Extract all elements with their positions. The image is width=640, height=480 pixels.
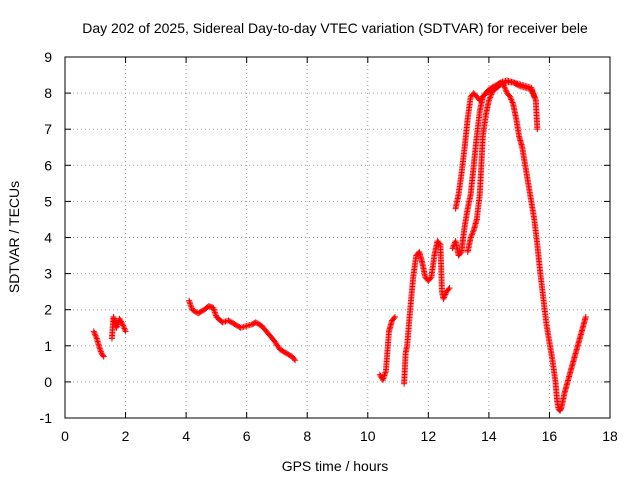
data-point-marker (121, 325, 128, 332)
data-point-marker (531, 93, 538, 100)
data-point-marker (501, 84, 508, 91)
data-point-marker (487, 92, 494, 99)
data-point-marker (468, 233, 475, 240)
data-point-marker (427, 275, 434, 282)
data-point-marker (292, 357, 299, 364)
data-point-marker (113, 324, 120, 331)
y-tick-label: 3 (44, 266, 52, 282)
x-tick-label: 2 (122, 428, 130, 444)
data-point-marker (530, 92, 537, 99)
data-point-marker (118, 319, 125, 326)
x-tick-label: 12 (421, 428, 437, 444)
y-tick-label: -1 (40, 410, 53, 426)
y-tick-label: 2 (44, 302, 52, 318)
data-point-marker (391, 315, 398, 322)
data-point-marker (441, 292, 448, 299)
data-point-marker (119, 321, 126, 328)
data-point-marker (529, 89, 536, 96)
data-point-marker (99, 352, 106, 359)
data-point-marker (507, 95, 514, 102)
data-point-marker (508, 98, 515, 105)
x-axis-label: GPS time / hours (282, 458, 389, 474)
y-axis-label: SDTVAR / TECUs (6, 181, 22, 293)
data-point-marker (502, 85, 509, 92)
y-tick-label: 9 (44, 49, 52, 65)
data-series (90, 77, 589, 414)
data-point-marker (90, 328, 97, 335)
x-tick-label: 14 (481, 428, 497, 444)
data-point-marker (100, 353, 107, 360)
x-tick-label: 0 (61, 428, 69, 444)
y-tick-label: 4 (44, 230, 52, 246)
data-point-marker (467, 234, 474, 241)
data-point-marker (442, 291, 449, 298)
data-point-marker (122, 328, 129, 335)
data-point-marker (291, 356, 298, 363)
data-point-marker (507, 93, 514, 100)
data-point-marker (558, 405, 565, 412)
data-point-marker (392, 313, 399, 320)
data-point-marker (121, 326, 128, 333)
data-point-marker (508, 96, 515, 103)
data-point-marker (502, 87, 509, 94)
data-point-marker (485, 97, 492, 104)
data-point-marker (496, 80, 503, 87)
data-point-marker (436, 240, 443, 247)
data-point-marker (186, 299, 193, 306)
data-point-marker (93, 334, 100, 341)
data-point-marker (514, 82, 521, 89)
data-point-marker (582, 313, 589, 320)
x-tick-label: 6 (243, 428, 251, 444)
data-point-marker (487, 94, 494, 101)
data-point-marker (187, 302, 194, 309)
data-point-marker (468, 231, 475, 238)
data-point-marker (120, 324, 127, 331)
data-point-marker (446, 285, 453, 292)
x-tick-label: 8 (303, 428, 311, 444)
data-point-marker (441, 294, 448, 301)
plot-frame (64, 56, 611, 419)
data-point-marker (509, 99, 516, 106)
data-point-marker (488, 91, 495, 98)
data-point-marker (457, 250, 464, 257)
x-tick-label: 10 (360, 428, 376, 444)
x-tick-label: 4 (182, 428, 190, 444)
data-point-marker (120, 322, 127, 329)
data-point-marker (528, 86, 535, 93)
x-tick-label: 16 (542, 428, 558, 444)
y-tick-label: 8 (44, 85, 52, 101)
data-point-marker (92, 332, 99, 339)
y-tick-label: 7 (44, 121, 52, 137)
grid (65, 57, 610, 418)
x-tick-labels: 0 2 4 6 8 10 12 14 16 18 (61, 428, 618, 444)
data-point-marker (470, 228, 477, 235)
data-point-marker (445, 286, 452, 293)
y-tick-label: 0 (44, 374, 52, 390)
data-point-marker (211, 309, 218, 316)
data-point-marker (91, 331, 98, 338)
x-tick-label: 18 (602, 428, 618, 444)
y-tick-label: 6 (44, 157, 52, 173)
data-point-marker (382, 369, 389, 376)
data-point-marker (534, 126, 541, 133)
data-point-marker (469, 230, 476, 237)
y-tick-label: 5 (44, 193, 52, 209)
data-point-marker (186, 297, 193, 304)
data-point-marker (530, 90, 537, 97)
data-point-marker (440, 295, 447, 302)
data-point-marker (91, 329, 98, 336)
data-point-marker (187, 300, 194, 307)
data-point-marker (528, 87, 535, 94)
chart-title: Day 202 of 2025, Sidereal Day-to-day VTE… (82, 20, 588, 36)
data-point-marker (486, 95, 493, 102)
y-tick-labels: -1 0 1 2 3 4 5 6 7 8 9 (40, 49, 53, 426)
y-tick-label: 1 (44, 338, 52, 354)
